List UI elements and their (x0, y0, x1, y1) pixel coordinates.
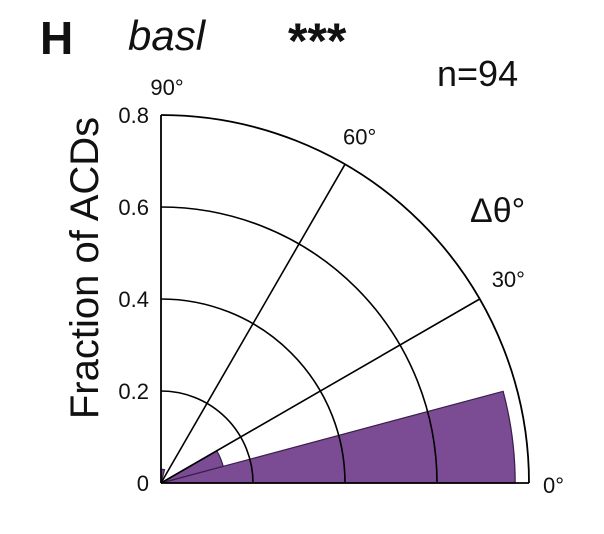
angle-axis-label: Δθ° (470, 192, 525, 230)
radial-tick-label-0.4: 0.4 (118, 287, 149, 312)
significance-label: *** (288, 13, 347, 69)
polar-grid (160, 114, 530, 484)
radial-tick-label-0.8: 0.8 (118, 103, 149, 128)
spoke-60 (160, 163, 346, 484)
radial-tick-labels: 0 0.2 0.4 0.6 0.8 (118, 103, 149, 496)
angle-tick-label-90: 90° (150, 75, 183, 100)
gene-label: basl (128, 12, 207, 59)
panel-label: H (40, 12, 73, 64)
angle-tick-label-60: 60° (343, 124, 376, 149)
grid-arc-0.8 (160, 114, 530, 484)
grid-arc-0.2 (160, 390, 254, 484)
radial-tick-label-0: 0 (137, 471, 149, 496)
angle-tick-label-30: 30° (492, 267, 525, 292)
histogram-wedges (160, 390, 516, 484)
radial-tick-label-0.6: 0.6 (118, 195, 149, 220)
radial-tick-label-0.2: 0.2 (118, 379, 149, 404)
angle-tick-labels: 0° 30° 60° 90° (150, 75, 564, 498)
angle-tick-label-0: 0° (543, 473, 564, 498)
spoke-30 (160, 298, 481, 484)
sample-size-label: n=94 (437, 53, 518, 94)
y-axis-label: Fraction of ACDs (63, 117, 107, 419)
grid-arc-0.4 (160, 298, 346, 484)
grid-arc-0.6 (160, 206, 438, 484)
